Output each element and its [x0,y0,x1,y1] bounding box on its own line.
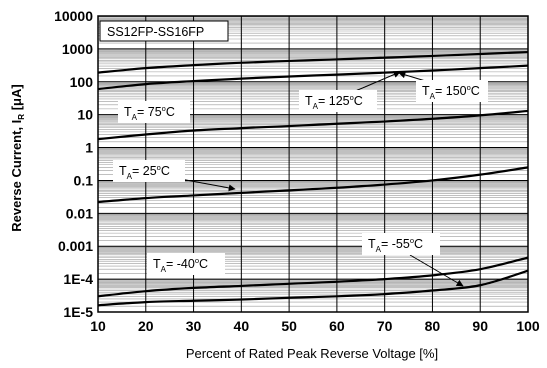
label-background [299,90,377,112]
y-tick-label: 1000 [62,41,93,57]
label-background [416,80,488,102]
x-tick-label: 90 [472,318,488,334]
label-text: TA= -40oC [153,256,208,274]
y-tick-label: 1E-5 [63,304,93,320]
curve-minus40c [97,256,529,298]
label-background [118,101,190,123]
label-minus40c: TA= -40oC [147,253,225,275]
y-tick-label: 1 [85,140,93,156]
label-text: TA= 25oC [119,163,170,181]
curves [97,50,529,307]
y-tick-label: 1E-4 [63,271,93,287]
y-tick-label: 100 [70,74,94,90]
curve-125c [97,64,529,91]
x-tick-label: 30 [186,318,202,334]
y-tick-label: 0.1 [74,172,94,188]
x-tick-label: 20 [138,318,154,334]
label-background [362,233,440,255]
chart-title: SS12FP-SS16FP [107,25,204,39]
label-background [113,160,185,182]
x-tick-label: 40 [234,318,250,334]
x-tick-label: 10 [90,318,106,334]
curve-minus55c [97,269,529,307]
label-text: TA= 125oC [305,93,363,111]
x-tick-label: 50 [281,318,297,334]
label-125c: TA= 125oC [299,90,377,112]
label-text: TA= -55oC [368,236,423,254]
label-150c: TA= 150oC [416,80,488,102]
y-tick-label: 0.01 [66,205,93,221]
y-tick-label: 10000 [54,8,93,24]
y-axis-title: Reverse Current, IR [μA] [9,84,26,231]
y-tick-label: 0.001 [58,238,93,254]
x-tick-label: 100 [516,318,540,334]
label-text: TA= 75oC [124,104,175,122]
label-75c: TA= 75oC [118,101,190,123]
annotation-labels: TA= 150oC TA= 125oC TA= 75oC TA= 25oC TA= -4… [113,80,488,275]
x-tick-labels: 10 20 30 40 50 60 70 80 90 100 [90,318,540,334]
label-background [147,253,225,275]
curve-75c [97,109,529,141]
label-text: TA= 150oC [422,83,480,101]
curve-150c [97,50,529,74]
chart-title-box: SS12FP-SS16FP [99,20,229,42]
label-25c: TA= 25oC [113,160,185,182]
curve-25c [97,166,529,204]
y-tick-label: 10 [77,107,93,123]
plot-frame [97,15,529,313]
label-minus55c: TA= -55oC [362,233,440,255]
x-tick-label: 60 [329,318,345,334]
x-tick-label: 80 [425,318,441,334]
y-tick-labels: 10000 1000 100 10 1 0.1 0.01 0.001 1E-4 1E-5 [54,8,93,320]
x-tick-label: 70 [377,318,393,334]
annotation-arrow [409,254,464,287]
x-axis-title: Percent of Rated Peak Reverse Voltage [%… [186,346,438,361]
